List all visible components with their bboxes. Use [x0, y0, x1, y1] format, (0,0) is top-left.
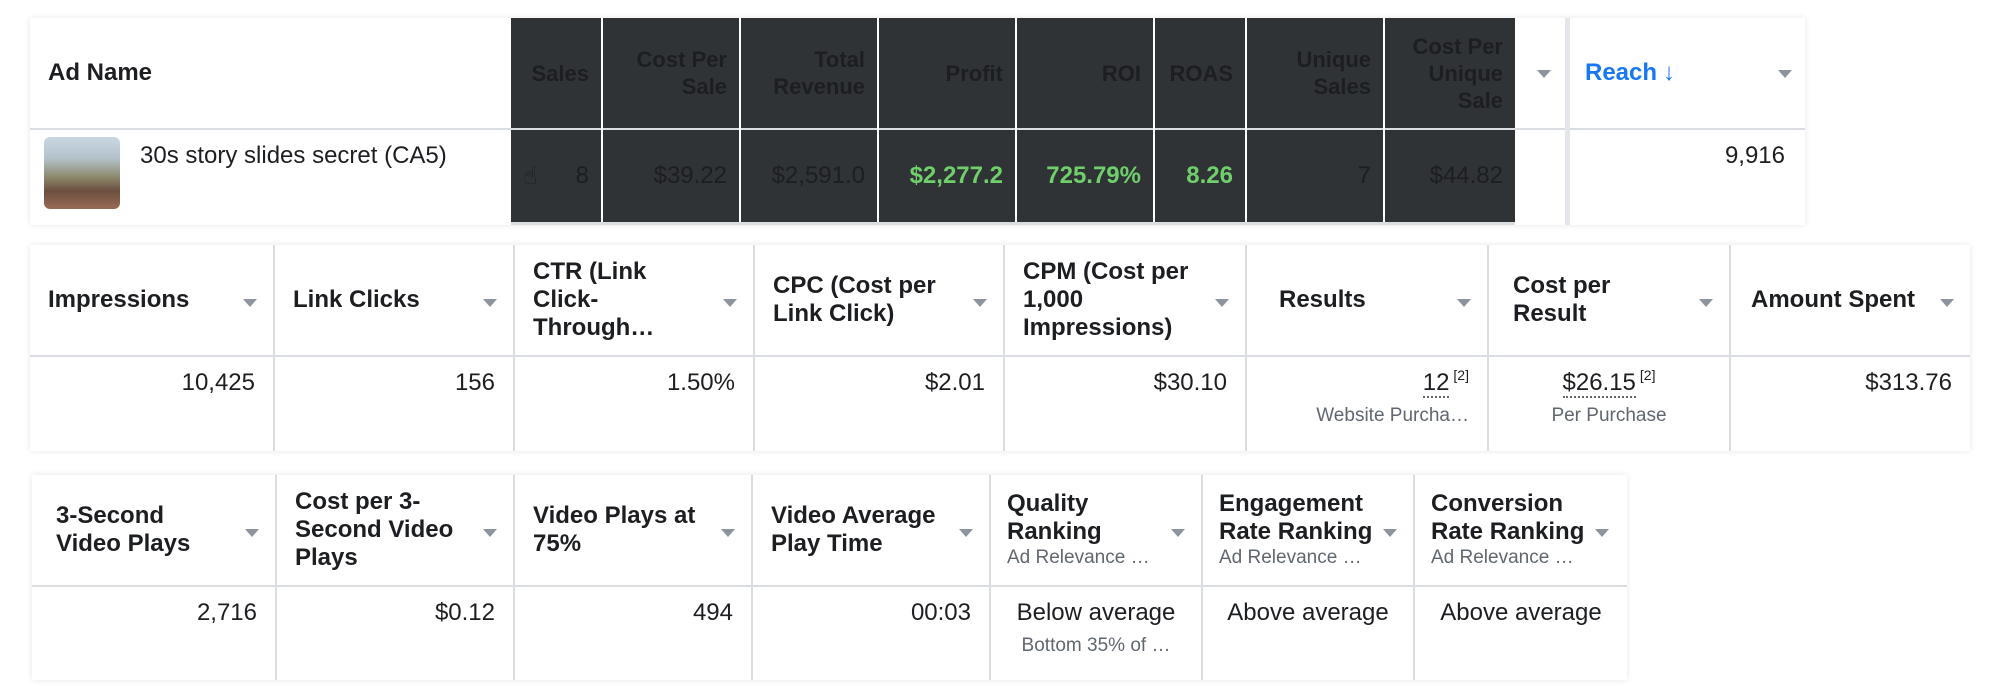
conversion-header-sub: Ad Relevance … [1431, 547, 1574, 568]
ad-thumbnail[interactable] [44, 137, 120, 209]
cost-per-result-subtitle: Per Purchase [1551, 405, 1667, 426]
chevron-down-icon[interactable] [1457, 299, 1471, 307]
quality-ranking-value: Below average Bottom 35% of … [991, 599, 1201, 657]
chevron-down-icon[interactable] [1778, 70, 1792, 78]
results-footnote[interactable]: [2] [1453, 367, 1469, 383]
three-second-plays-value: 2,716 [196, 599, 257, 626]
ad-performance-table: Ad Name Sales Cost Per Sale Total Revenu… [30, 18, 1805, 225]
cpc-value: $2.01 [924, 369, 985, 396]
chevron-down-icon[interactable] [245, 529, 259, 537]
column-header-ad-name[interactable]: Ad Name [48, 18, 528, 128]
chevron-down-icon[interactable] [721, 529, 735, 537]
column-header-profit[interactable]: Profit [945, 60, 1003, 86]
column-header-link-clicks[interactable]: Link Clicks [293, 286, 420, 313]
results-subtitle: Website Purcha… [1316, 405, 1469, 426]
column-header-unique-sales[interactable]: Unique Sales [1296, 47, 1371, 99]
column-header-results[interactable]: Results [1279, 286, 1366, 313]
chevron-down-icon[interactable] [1699, 299, 1713, 307]
plays-75-value: 494 [692, 599, 733, 626]
chevron-down-icon[interactable] [1940, 299, 1954, 307]
results-number[interactable]: 12 [1422, 369, 1450, 398]
chevron-down-icon[interactable] [483, 529, 497, 537]
column-header-reach[interactable]: Reach ↓ [1585, 18, 1785, 128]
column-header-engagement-ranking[interactable]: Engagement Rate Ranking Ad Relevance … [1219, 490, 1373, 568]
reach-header-label: Reach [1585, 59, 1658, 86]
chevron-down-icon[interactable] [483, 299, 497, 307]
cost-per-result-number[interactable]: $26.15 [1562, 369, 1636, 398]
chevron-down-icon[interactable] [959, 529, 973, 537]
chevron-down-icon[interactable] [1537, 70, 1551, 78]
column-header-roi[interactable]: ROI [1101, 60, 1141, 86]
column-header-cost-per-unique-sale[interactable]: Cost Per Unique Sale [1412, 33, 1503, 113]
chevron-down-icon[interactable] [1383, 529, 1397, 537]
column-header-quality-ranking[interactable]: Quality Ranking Ad Relevance … [991, 475, 1201, 585]
chevron-down-icon[interactable] [723, 299, 737, 307]
engagement-header-sub: Ad Relevance … [1219, 547, 1362, 568]
column-header-cost-per-result[interactable]: Cost per Result [1513, 272, 1611, 327]
column-header-amount-spent[interactable]: Amount Spent [1751, 286, 1915, 313]
thumbs-up-icon: ☝ [523, 162, 538, 190]
chevron-down-icon[interactable] [1595, 529, 1609, 537]
ad-name-header-label: Ad Name [48, 59, 153, 86]
conversion-ranking-value: Above average [1440, 599, 1602, 626]
unique-sales-value: 7 [1357, 162, 1371, 189]
impressions-value: 10,425 [181, 369, 255, 396]
column-header-cost-per-sale[interactable]: Cost Per Sale [636, 47, 727, 99]
arrow-down-icon: ↓ [1663, 59, 1676, 86]
custom-metrics-row [511, 130, 1515, 222]
avg-play-time-value: 00:03 [910, 599, 971, 626]
cost-per-result-footnote[interactable]: [2] [1639, 367, 1656, 383]
delivery-metrics-table: Impressions Link Clicks CTR (Link Click-… [30, 245, 1970, 451]
custom-metrics-header [511, 18, 1515, 128]
roas-value: 8.26 [1186, 162, 1233, 189]
column-header-three-second-plays[interactable]: 3-Second Video Plays [56, 502, 191, 557]
chevron-down-icon[interactable] [973, 299, 987, 307]
column-header-sales[interactable]: Sales [531, 60, 590, 86]
amount-spent-value: $313.76 [1865, 369, 1952, 396]
profit-value: $2,277.2 [909, 162, 1003, 189]
results-value: 12 [2] Website Purcha… [1247, 367, 1487, 427]
column-header-roas[interactable]: ROAS [1169, 60, 1233, 86]
cost-per-unique-sale-value: $44.82 [1429, 162, 1503, 189]
column-header-cost-per-three-second[interactable]: Cost per 3-Second Video Plays [295, 488, 454, 571]
ad-name[interactable]: 30s story slides secret (CA5) [140, 142, 447, 169]
chevron-down-icon[interactable] [243, 299, 257, 307]
cost-per-sale-value: $39.22 [653, 162, 727, 189]
chevron-down-icon[interactable] [1215, 299, 1229, 307]
reach-value: 9,916 [1724, 142, 1785, 169]
engagement-ranking-value: Above average [1227, 599, 1389, 626]
quality-header-sub: Ad Relevance … [1007, 547, 1150, 568]
column-header-total-revenue[interactable]: Total Revenue [773, 47, 865, 99]
cost-per-three-second-value: $0.12 [434, 599, 495, 626]
cost-per-result-value: $26.15 [2] Per Purchase [1489, 367, 1729, 427]
column-header-impressions[interactable]: Impressions [48, 286, 190, 313]
video-metrics-table: 3-Second Video Plays Cost per 3-Second V… [32, 475, 1627, 680]
column-header-plays-75[interactable]: Video Plays at 75% [533, 502, 696, 557]
chevron-down-icon[interactable] [1171, 529, 1185, 537]
total-revenue-value: $2,591.0 [771, 162, 865, 189]
column-header-ctr[interactable]: CTR (Link Click-Through… [533, 258, 655, 341]
column-header-cpc[interactable]: CPC (Cost per Link Click) [773, 272, 936, 327]
quality-ranking-subtitle: Bottom 35% of … [1021, 635, 1171, 656]
ctr-value: 1.50% [666, 369, 735, 396]
roi-value: 725.79% [1046, 162, 1141, 189]
link-clicks-value: 156 [454, 369, 495, 396]
column-header-avg-play-time[interactable]: Video Average Play Time [771, 502, 936, 557]
column-header-conversion-ranking[interactable]: Conversion Rate Ranking Ad Relevance … [1415, 475, 1627, 585]
sales-value: ☝ 8 [523, 162, 589, 190]
column-header-cpm[interactable]: CPM (Cost per 1,000 Impressions) [1023, 258, 1189, 341]
cpm-value: $30.10 [1153, 369, 1227, 396]
